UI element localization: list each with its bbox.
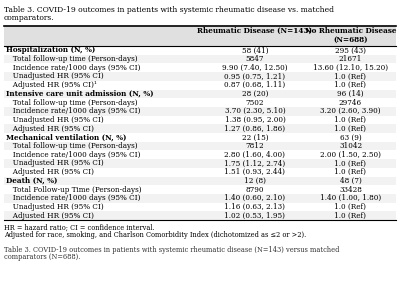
Text: Total follow-up time (Person-days): Total follow-up time (Person-days) bbox=[6, 142, 138, 150]
Text: 58 (41): 58 (41) bbox=[242, 46, 268, 54]
Bar bbox=[4, 55, 396, 63]
Text: 1.0 (Ref): 1.0 (Ref) bbox=[334, 81, 366, 89]
Bar bbox=[4, 159, 396, 168]
Text: Table 3. COVID-19 outcomes in patients with systemic rheumatic disease vs. match: Table 3. COVID-19 outcomes in patients w… bbox=[4, 6, 334, 14]
Text: Rheumatic Disease (N=143): Rheumatic Disease (N=143) bbox=[198, 27, 312, 35]
Text: 9.90 (7.40, 12.50): 9.90 (7.40, 12.50) bbox=[222, 64, 288, 72]
Text: Incidence rate/1000 days (95% CI): Incidence rate/1000 days (95% CI) bbox=[6, 107, 140, 115]
Text: 2.00 (1.50, 2.50): 2.00 (1.50, 2.50) bbox=[320, 151, 381, 159]
Text: 7502: 7502 bbox=[246, 98, 264, 106]
Text: Adjusted HR (95% CI): Adjusted HR (95% CI) bbox=[6, 212, 94, 220]
Text: Adjusted HR (95% CI): Adjusted HR (95% CI) bbox=[6, 125, 94, 133]
Text: Incidence rate/1000 days (95% CI): Incidence rate/1000 days (95% CI) bbox=[6, 194, 140, 202]
Text: Intensive care unit admission (N, %): Intensive care unit admission (N, %) bbox=[6, 90, 154, 98]
Text: 63 (9): 63 (9) bbox=[340, 133, 361, 141]
Text: Total follow-up time (Person-days): Total follow-up time (Person-days) bbox=[6, 98, 138, 106]
Text: 28 (20): 28 (20) bbox=[242, 90, 268, 98]
Text: Adjusted HR (95% CI): Adjusted HR (95% CI) bbox=[6, 168, 94, 176]
Text: 0.95 (0.75, 1.21): 0.95 (0.75, 1.21) bbox=[224, 72, 286, 80]
Text: 1.0 (Ref): 1.0 (Ref) bbox=[334, 125, 366, 133]
Text: 1.0 (Ref): 1.0 (Ref) bbox=[334, 168, 366, 176]
Text: 1.0 (Ref): 1.0 (Ref) bbox=[334, 116, 366, 124]
Text: Hospitalization (N, %): Hospitalization (N, %) bbox=[6, 46, 95, 54]
Bar bbox=[4, 142, 396, 150]
Text: 1.02 (0.53, 1.95): 1.02 (0.53, 1.95) bbox=[224, 212, 286, 220]
Text: Table 3. COVID-19 outcomes in patients with systemic rheumatic disease (N=143) v: Table 3. COVID-19 outcomes in patients w… bbox=[4, 246, 339, 254]
Text: 1.0 (Ref): 1.0 (Ref) bbox=[334, 212, 366, 220]
Text: Unadjusted HR (95% CI): Unadjusted HR (95% CI) bbox=[6, 72, 104, 80]
Text: 1.40 (1.00, 1.80): 1.40 (1.00, 1.80) bbox=[320, 194, 381, 202]
Text: 33428: 33428 bbox=[339, 185, 362, 194]
Text: 3.70 (2.30, 5.10): 3.70 (2.30, 5.10) bbox=[225, 107, 285, 115]
Text: 12 (8): 12 (8) bbox=[244, 177, 266, 185]
Text: Unadjusted HR (95% CI): Unadjusted HR (95% CI) bbox=[6, 116, 104, 124]
Text: 2.80 (1.60, 4.00): 2.80 (1.60, 4.00) bbox=[224, 151, 286, 159]
Text: 1.51 (0.93, 2.44): 1.51 (0.93, 2.44) bbox=[224, 168, 286, 176]
Text: 1.27 (0.86, 1.86): 1.27 (0.86, 1.86) bbox=[224, 125, 286, 133]
Text: Unadjusted HR (95% CI): Unadjusted HR (95% CI) bbox=[6, 203, 104, 211]
Text: Adjusted for race, smoking, and Charlson Comorbidity Index (dichotomized as ≤2 o: Adjusted for race, smoking, and Charlson… bbox=[4, 231, 306, 239]
Text: 7812: 7812 bbox=[246, 142, 264, 150]
Text: 5847: 5847 bbox=[246, 55, 264, 63]
Bar bbox=[4, 107, 396, 116]
Text: 1.40 (0.60, 2.10): 1.40 (0.60, 2.10) bbox=[224, 194, 286, 202]
Text: 0.87 (0.68, 1.11): 0.87 (0.68, 1.11) bbox=[224, 81, 286, 89]
Bar bbox=[4, 211, 396, 220]
Text: comparators (N=688).: comparators (N=688). bbox=[4, 253, 80, 261]
Text: Total follow-up time (Person-days): Total follow-up time (Person-days) bbox=[6, 55, 138, 63]
Bar bbox=[4, 124, 396, 133]
Text: 22 (15): 22 (15) bbox=[242, 133, 268, 141]
Text: 295 (43): 295 (43) bbox=[335, 46, 366, 54]
Text: 29746: 29746 bbox=[339, 98, 362, 106]
Text: Incidence rate/1000 days (95% CI): Incidence rate/1000 days (95% CI) bbox=[6, 151, 140, 159]
Text: 48 (7): 48 (7) bbox=[340, 177, 362, 185]
Text: 3.20 (2.60, 3.90): 3.20 (2.60, 3.90) bbox=[320, 107, 381, 115]
Text: HR = hazard ratio; CI = confidence interval.: HR = hazard ratio; CI = confidence inter… bbox=[4, 224, 155, 232]
Text: 1.75 (1.12, 2.74): 1.75 (1.12, 2.74) bbox=[224, 159, 286, 167]
Text: 1.0 (Ref): 1.0 (Ref) bbox=[334, 72, 366, 80]
Text: Adjusted HR (95% CI)¹: Adjusted HR (95% CI)¹ bbox=[6, 81, 97, 89]
Text: 21671: 21671 bbox=[339, 55, 362, 63]
Text: 1.38 (0.95, 2.00): 1.38 (0.95, 2.00) bbox=[224, 116, 286, 124]
Text: Unadjusted HR (95% CI): Unadjusted HR (95% CI) bbox=[6, 159, 104, 167]
Text: Total Follow-up Time (Person-days): Total Follow-up Time (Person-days) bbox=[6, 185, 142, 194]
Text: No Rheumatic Disease
(N=688): No Rheumatic Disease (N=688) bbox=[305, 27, 396, 44]
Bar bbox=[4, 89, 396, 98]
Bar bbox=[4, 72, 396, 81]
Text: 1.0 (Ref): 1.0 (Ref) bbox=[334, 203, 366, 211]
Text: 13.60 (12.10, 15.20): 13.60 (12.10, 15.20) bbox=[313, 64, 388, 72]
Text: 1.16 (0.63, 2.13): 1.16 (0.63, 2.13) bbox=[224, 203, 286, 211]
Text: 31042: 31042 bbox=[339, 142, 362, 150]
Text: Death (N, %): Death (N, %) bbox=[6, 177, 58, 185]
Bar bbox=[4, 176, 396, 185]
Text: 8790: 8790 bbox=[246, 185, 264, 194]
Text: comparators.: comparators. bbox=[4, 14, 55, 22]
Text: Mechanical ventilation (N, %): Mechanical ventilation (N, %) bbox=[6, 133, 126, 141]
Bar bbox=[4, 194, 396, 203]
Text: Incidence rate/1000 days (95% CI): Incidence rate/1000 days (95% CI) bbox=[6, 64, 140, 72]
Text: 96 (14): 96 (14) bbox=[337, 90, 364, 98]
Bar bbox=[4, 26, 396, 46]
Text: 1.0 (Ref): 1.0 (Ref) bbox=[334, 159, 366, 167]
